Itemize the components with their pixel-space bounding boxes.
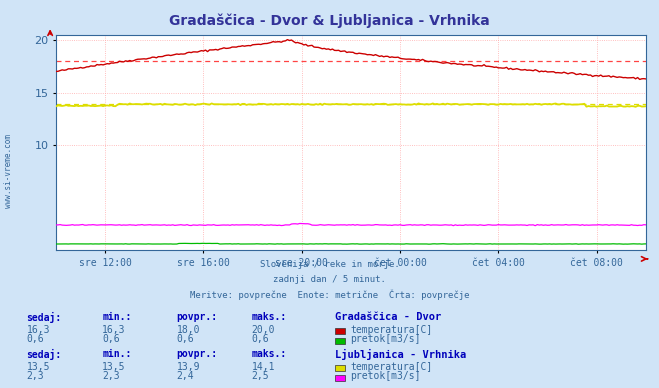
Text: Slovenija / reke in morje.: Slovenija / reke in morje. [260, 260, 399, 269]
Text: 2,3: 2,3 [102, 371, 120, 381]
Text: 2,3: 2,3 [26, 371, 44, 381]
Text: 0,6: 0,6 [26, 334, 44, 345]
Text: 20,0: 20,0 [252, 325, 275, 335]
Text: pretok[m3/s]: pretok[m3/s] [351, 334, 421, 345]
Text: 2,4: 2,4 [177, 371, 194, 381]
Text: temperatura[C]: temperatura[C] [351, 362, 433, 372]
Text: 13,9: 13,9 [177, 362, 200, 372]
Text: 0,6: 0,6 [177, 334, 194, 345]
Text: min.:: min.: [102, 349, 132, 359]
Text: 18,0: 18,0 [177, 325, 200, 335]
Text: 13,5: 13,5 [26, 362, 50, 372]
Text: pretok[m3/s]: pretok[m3/s] [351, 371, 421, 381]
Text: 13,5: 13,5 [102, 362, 126, 372]
Text: maks.:: maks.: [252, 312, 287, 322]
Text: Gradaščica - Dvor & Ljubljanica - Vrhnika: Gradaščica - Dvor & Ljubljanica - Vrhnik… [169, 14, 490, 28]
Text: www.si-vreme.com: www.si-vreme.com [4, 134, 13, 208]
Text: Gradaščica - Dvor: Gradaščica - Dvor [335, 312, 441, 322]
Text: povpr.:: povpr.: [177, 349, 217, 359]
Text: zadnji dan / 5 minut.: zadnji dan / 5 minut. [273, 275, 386, 284]
Text: maks.:: maks.: [252, 349, 287, 359]
Text: 16,3: 16,3 [102, 325, 126, 335]
Text: sedaj:: sedaj: [26, 312, 61, 323]
Text: 2,5: 2,5 [252, 371, 270, 381]
Text: 0,6: 0,6 [102, 334, 120, 345]
Text: min.:: min.: [102, 312, 132, 322]
Text: Ljubljanica - Vrhnika: Ljubljanica - Vrhnika [335, 349, 466, 360]
Text: 14,1: 14,1 [252, 362, 275, 372]
Text: 16,3: 16,3 [26, 325, 50, 335]
Text: Meritve: povprečne  Enote: metrične  Črta: povprečje: Meritve: povprečne Enote: metrične Črta:… [190, 289, 469, 300]
Text: povpr.:: povpr.: [177, 312, 217, 322]
Text: 0,6: 0,6 [252, 334, 270, 345]
Text: temperatura[C]: temperatura[C] [351, 325, 433, 335]
Text: sedaj:: sedaj: [26, 349, 61, 360]
